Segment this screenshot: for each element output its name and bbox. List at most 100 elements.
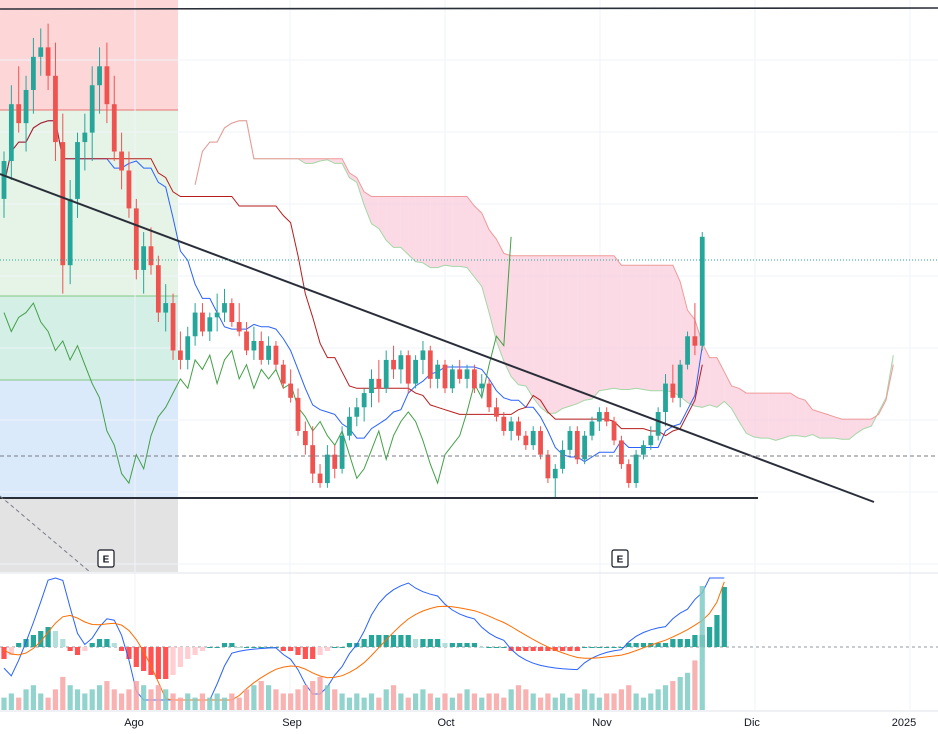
candle-body bbox=[523, 435, 529, 446]
macd-histogram-bar bbox=[229, 643, 235, 647]
cloud-segment bbox=[555, 255, 563, 414]
volume-bar bbox=[280, 693, 286, 710]
candle-body bbox=[310, 445, 316, 474]
macd-histogram-bar bbox=[258, 647, 264, 648]
macd-histogram-bar bbox=[324, 647, 330, 651]
candle-body bbox=[508, 421, 514, 431]
macd-histogram-bar bbox=[155, 647, 161, 679]
candle-body bbox=[23, 89, 29, 124]
volume-bar bbox=[16, 697, 22, 710]
candle-body bbox=[347, 416, 352, 436]
candle-body bbox=[170, 303, 176, 351]
earnings-marker: E bbox=[611, 549, 629, 568]
cloud-segment bbox=[636, 265, 644, 390]
volume-bar bbox=[493, 693, 500, 710]
macd-histogram-bar bbox=[163, 647, 169, 679]
candle-body bbox=[420, 350, 426, 360]
candle-body bbox=[67, 198, 73, 266]
x-tick-label: Nov bbox=[592, 717, 612, 729]
cloud-segment bbox=[819, 412, 828, 439]
cloud-segment bbox=[400, 196, 409, 255]
x-axis: Ago Sep Oct Nov Dic 2025 bbox=[0, 710, 938, 729]
cloud-segment bbox=[511, 255, 519, 385]
volume-bar bbox=[74, 689, 81, 710]
candle-body bbox=[75, 142, 80, 199]
x-tick-label: Ago bbox=[124, 717, 144, 729]
candle-body bbox=[574, 430, 580, 460]
cloud-segment bbox=[422, 196, 431, 268]
cloud-segment bbox=[621, 265, 629, 390]
candle-body bbox=[692, 336, 698, 346]
cloud-segment bbox=[540, 255, 548, 414]
cloud-segment bbox=[452, 196, 460, 267]
candle-body bbox=[155, 265, 161, 313]
macd-histogram-bar bbox=[596, 647, 602, 648]
candle-body bbox=[207, 317, 213, 332]
candle-body bbox=[435, 364, 441, 379]
macd-histogram-bar bbox=[640, 643, 647, 647]
volume-bar bbox=[243, 689, 250, 710]
volume-bar bbox=[596, 697, 602, 710]
macd-histogram-bar bbox=[655, 643, 661, 647]
candle-body bbox=[244, 331, 249, 351]
volume-bar bbox=[82, 693, 88, 710]
macd-histogram-bar bbox=[449, 643, 455, 647]
candle-body bbox=[222, 303, 227, 313]
volume-bar bbox=[67, 685, 73, 710]
candle-body bbox=[354, 407, 360, 417]
volume-bar bbox=[398, 693, 404, 710]
candle-body bbox=[552, 468, 558, 479]
volume-bar bbox=[192, 697, 198, 710]
volume-bar bbox=[655, 689, 661, 710]
macd-histogram-bar bbox=[530, 647, 536, 651]
candle-body bbox=[16, 104, 22, 124]
candle-body bbox=[214, 312, 220, 318]
macd-histogram-bar bbox=[464, 643, 470, 647]
candle-body bbox=[229, 303, 235, 323]
candle-body bbox=[464, 369, 470, 379]
macd-histogram-bar bbox=[104, 639, 110, 647]
candle-body bbox=[200, 312, 205, 332]
cloud-segment bbox=[592, 255, 600, 399]
candle-body bbox=[582, 435, 588, 460]
volume-bar bbox=[104, 681, 110, 710]
macd-histogram-bar bbox=[310, 647, 316, 659]
volume-bar bbox=[611, 693, 617, 710]
volume-bar bbox=[126, 689, 132, 710]
volume-bar bbox=[45, 697, 51, 710]
volume-bar bbox=[354, 693, 360, 710]
candle-body bbox=[383, 359, 389, 389]
macd-histogram-bar bbox=[332, 647, 338, 648]
macd-histogram-bar bbox=[589, 647, 595, 648]
macd-histogram-bar bbox=[96, 639, 103, 647]
candle-body bbox=[251, 340, 257, 351]
candle-body bbox=[641, 445, 646, 455]
macd-histogram-bar bbox=[684, 639, 691, 647]
volume-bar bbox=[258, 681, 264, 710]
macd-histogram-bar bbox=[148, 647, 154, 675]
volume-bar bbox=[677, 676, 683, 710]
candle-body bbox=[192, 312, 198, 337]
macd-histogram-bar bbox=[537, 647, 544, 651]
volume-bar bbox=[405, 697, 411, 710]
volume-bar bbox=[148, 689, 154, 710]
macd-histogram-bar bbox=[604, 647, 610, 648]
macd-histogram-bar bbox=[192, 647, 198, 655]
macd-histogram-bar bbox=[515, 647, 522, 651]
candle-body bbox=[163, 303, 169, 313]
volume-bar bbox=[155, 685, 161, 710]
cloud-segment bbox=[305, 158, 313, 164]
cloud-segment bbox=[739, 388, 747, 434]
volume-bar bbox=[699, 586, 705, 710]
macd-histogram-bar bbox=[442, 643, 448, 647]
candle-body bbox=[589, 421, 595, 436]
volume-bar bbox=[464, 689, 470, 710]
cloud-segment bbox=[797, 397, 806, 437]
x-tick-label: Oct bbox=[437, 717, 454, 729]
volume-bar bbox=[221, 697, 228, 710]
volume-bar bbox=[1, 697, 7, 710]
cloud-segment bbox=[393, 196, 401, 248]
macd-histogram-bar bbox=[317, 647, 323, 655]
macd-histogram-bar bbox=[618, 647, 624, 648]
